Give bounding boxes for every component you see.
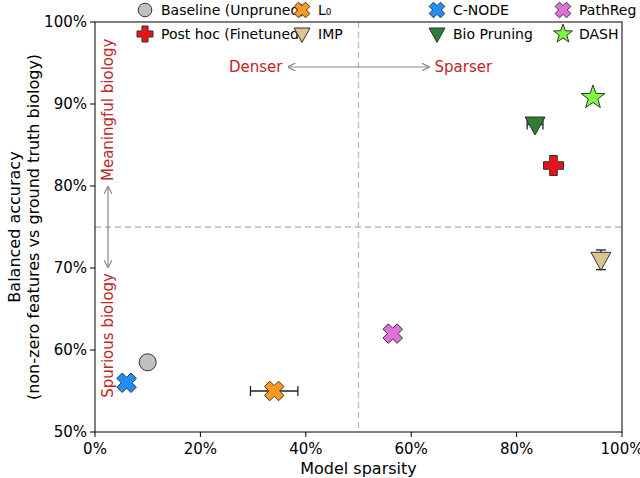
point bbox=[543, 156, 563, 176]
point bbox=[139, 354, 156, 371]
annotation: Denser bbox=[229, 58, 283, 76]
y-tick-label: 50% bbox=[54, 423, 87, 441]
x-tick bbox=[411, 432, 412, 437]
legend-label: L₀ bbox=[318, 2, 332, 18]
x-tick bbox=[95, 432, 96, 437]
x-axis-label: Model sparsity bbox=[300, 459, 417, 478]
plot-frame bbox=[95, 22, 622, 432]
x-tick bbox=[305, 432, 306, 437]
x-tick bbox=[200, 432, 201, 437]
legend-label: C-NODE bbox=[453, 2, 509, 18]
point bbox=[525, 117, 545, 135]
legend-label: IMP bbox=[318, 26, 343, 42]
legend-marker bbox=[294, 2, 310, 18]
chart: 0% 20% 40% 60% 80% 100% 50% 60% 70% 80% 90% 100% Mod… bbox=[0, 0, 640, 478]
x-tick-label: 0% bbox=[83, 440, 107, 458]
point bbox=[581, 85, 605, 108]
error-cap bbox=[250, 386, 251, 396]
legend: Baseline (Unpruned) Post hoc (Finetuned) L… bbox=[137, 2, 636, 42]
marks bbox=[117, 85, 611, 401]
annotation-arrow bbox=[289, 66, 429, 67]
legend-marker bbox=[553, 24, 572, 42]
y-tick-label: 60% bbox=[54, 341, 87, 359]
legend-label: Post hoc (Finetuned) bbox=[161, 26, 304, 42]
y-tick-label: 90% bbox=[54, 95, 87, 113]
y-axis-label: (non-zero features vs ground truth biolo… bbox=[24, 54, 43, 400]
legend-label: PathReg bbox=[579, 2, 636, 18]
annotation-arrow bbox=[107, 187, 108, 267]
y-tick-label: 100% bbox=[44, 13, 87, 31]
x-tick-label: 100% bbox=[601, 440, 640, 458]
legend-label: Bio Pruning bbox=[453, 26, 533, 42]
point bbox=[591, 252, 611, 270]
error-cap bbox=[297, 386, 298, 396]
y-tick bbox=[90, 350, 95, 351]
x-tick bbox=[516, 432, 517, 437]
y-tick-label: 80% bbox=[54, 177, 87, 195]
point bbox=[117, 373, 137, 393]
y-tick bbox=[90, 186, 95, 187]
point bbox=[383, 324, 403, 344]
legend-label: DASH bbox=[579, 26, 619, 42]
y-tick bbox=[90, 432, 95, 433]
legend-marker bbox=[138, 3, 152, 17]
legend-marker bbox=[555, 2, 571, 18]
x-tick-label: 60% bbox=[395, 440, 428, 458]
x-tick bbox=[622, 432, 623, 437]
x-tick-label: 20% bbox=[184, 440, 217, 458]
y-tick bbox=[90, 22, 95, 23]
annotation: Meaningful biology bbox=[99, 38, 117, 181]
y-tick bbox=[90, 104, 95, 105]
y-axis-label: Balanced accuracy bbox=[5, 151, 24, 302]
legend-marker bbox=[429, 2, 445, 18]
legend-marker bbox=[429, 28, 445, 42]
point bbox=[264, 381, 284, 401]
legend-label: Baseline (Unpruned) bbox=[161, 2, 305, 18]
x-tick-label: 80% bbox=[500, 440, 533, 458]
y-tick-label: 70% bbox=[54, 259, 87, 277]
annotation: Sparser bbox=[435, 58, 493, 76]
annotation: Spurious biology bbox=[99, 273, 117, 398]
reference-line-y bbox=[95, 226, 622, 227]
legend-marker bbox=[137, 26, 153, 42]
y-tick bbox=[90, 268, 95, 269]
legend-marker bbox=[294, 28, 310, 42]
error-cap bbox=[596, 249, 606, 250]
x-tick-label: 40% bbox=[289, 440, 322, 458]
